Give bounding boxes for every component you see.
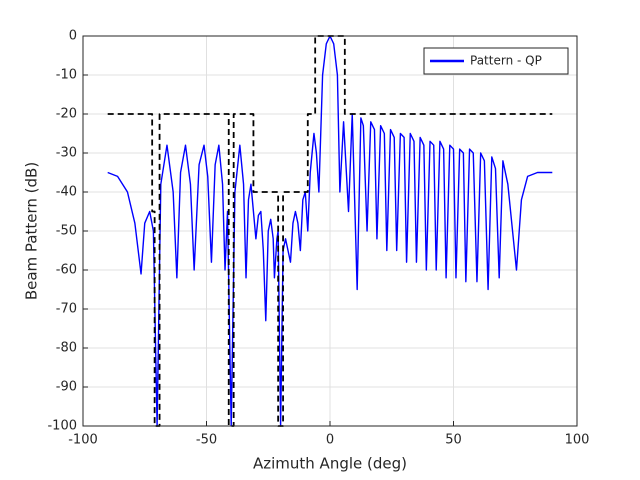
y-tick-label: -80 (56, 341, 77, 356)
y-tick-label: -40 (56, 185, 77, 200)
grid (82, 35, 578, 427)
y-axis-label: Beam Pattern (dB) (23, 162, 41, 300)
y-tick-label: -100 (47, 419, 77, 434)
x-tick-label: -100 (68, 433, 98, 448)
x-tick-label: 100 (565, 433, 590, 448)
x-axis-label: Azimuth Angle (deg) (253, 455, 407, 473)
plot (107, 35, 553, 427)
y-tick-label: -30 (56, 146, 77, 161)
x-tick-label: -50 (196, 433, 217, 448)
pattern-line (107, 35, 553, 427)
y-tick-label: 0 (69, 29, 77, 44)
y-tick-label: -70 (56, 302, 77, 317)
legend-label: Pattern - QP (470, 54, 542, 68)
ticks: -100 -50 0 50 100-100-90-80-70-60-50-40-30-2… (47, 29, 589, 448)
x-tick-label: 0 (326, 433, 334, 448)
x-tick-label: 50 (445, 433, 462, 448)
y-tick-label: -20 (56, 107, 77, 122)
y-tick-label: -10 (56, 68, 77, 83)
y-tick-label: -50 (56, 224, 77, 239)
legend: Pattern - QP (423, 47, 569, 75)
mask-line (107, 35, 553, 427)
y-tick-label: -60 (56, 263, 77, 278)
y-tick-label: -90 (56, 380, 77, 395)
